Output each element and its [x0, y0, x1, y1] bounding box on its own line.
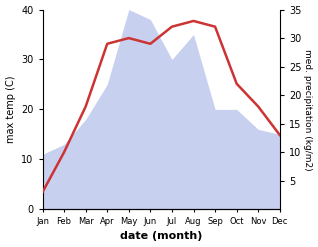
X-axis label: date (month): date (month)	[120, 231, 202, 242]
Y-axis label: med. precipitation (kg/m2): med. precipitation (kg/m2)	[303, 49, 313, 170]
Y-axis label: max temp (C): max temp (C)	[5, 76, 16, 143]
